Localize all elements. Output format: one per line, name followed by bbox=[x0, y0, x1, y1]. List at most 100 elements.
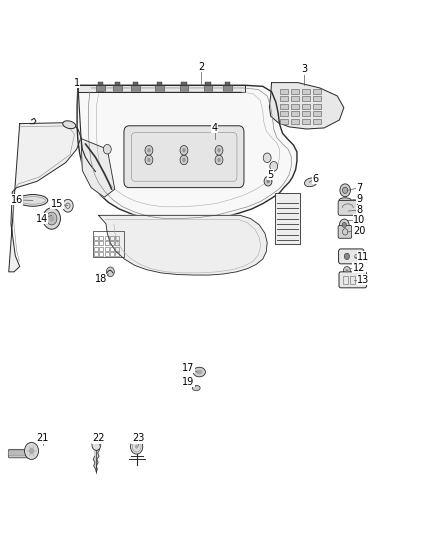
Circle shape bbox=[92, 440, 101, 450]
Ellipse shape bbox=[304, 178, 318, 187]
Polygon shape bbox=[77, 85, 297, 222]
Bar bbox=[280, 111, 288, 116]
Text: 18: 18 bbox=[95, 274, 107, 284]
Polygon shape bbox=[93, 446, 99, 472]
Bar bbox=[110, 241, 114, 245]
Text: 1: 1 bbox=[74, 78, 80, 87]
Bar bbox=[110, 247, 114, 251]
Bar bbox=[313, 119, 321, 124]
Circle shape bbox=[346, 269, 348, 272]
FancyBboxPatch shape bbox=[338, 200, 357, 215]
Text: 6: 6 bbox=[312, 174, 318, 183]
FancyBboxPatch shape bbox=[124, 126, 244, 188]
Bar bbox=[313, 104, 321, 109]
Bar bbox=[99, 236, 103, 240]
Text: 22: 22 bbox=[92, 433, 105, 443]
Bar bbox=[110, 252, 114, 256]
Ellipse shape bbox=[192, 385, 200, 391]
Text: 10: 10 bbox=[353, 215, 365, 224]
Bar bbox=[291, 111, 299, 116]
Text: 4: 4 bbox=[212, 123, 218, 133]
Bar bbox=[94, 252, 98, 256]
Bar bbox=[350, 276, 355, 284]
Text: 19: 19 bbox=[182, 377, 194, 386]
Circle shape bbox=[217, 148, 221, 152]
Bar bbox=[105, 247, 109, 251]
Circle shape bbox=[103, 144, 111, 154]
Circle shape bbox=[339, 219, 349, 231]
Ellipse shape bbox=[193, 367, 205, 377]
Bar bbox=[115, 82, 120, 85]
Text: 17: 17 bbox=[182, 363, 194, 373]
Circle shape bbox=[147, 148, 151, 152]
Text: 5: 5 bbox=[268, 170, 274, 180]
Text: 16: 16 bbox=[11, 195, 23, 205]
Bar bbox=[94, 241, 98, 245]
Bar bbox=[280, 96, 288, 101]
Circle shape bbox=[270, 161, 278, 171]
Text: 3: 3 bbox=[301, 64, 307, 74]
Ellipse shape bbox=[339, 198, 351, 203]
Circle shape bbox=[340, 184, 350, 197]
Circle shape bbox=[147, 158, 151, 162]
Bar bbox=[115, 247, 119, 251]
Bar bbox=[280, 119, 288, 124]
Circle shape bbox=[355, 254, 358, 259]
Circle shape bbox=[344, 253, 350, 260]
Text: 20: 20 bbox=[353, 226, 365, 236]
Bar bbox=[99, 252, 103, 256]
FancyBboxPatch shape bbox=[339, 272, 367, 288]
Circle shape bbox=[46, 212, 57, 225]
Circle shape bbox=[342, 222, 346, 228]
Bar bbox=[98, 82, 103, 85]
Text: 7: 7 bbox=[356, 183, 362, 192]
Bar bbox=[302, 111, 310, 116]
Circle shape bbox=[25, 442, 39, 459]
Bar bbox=[225, 82, 230, 85]
Bar bbox=[280, 104, 288, 109]
Ellipse shape bbox=[63, 121, 76, 128]
Circle shape bbox=[266, 179, 270, 183]
Circle shape bbox=[182, 158, 186, 162]
Circle shape bbox=[131, 439, 143, 454]
Bar bbox=[357, 276, 362, 284]
Bar bbox=[155, 85, 164, 91]
FancyBboxPatch shape bbox=[339, 249, 364, 264]
Bar bbox=[115, 241, 119, 245]
Bar bbox=[110, 236, 114, 240]
Circle shape bbox=[182, 148, 186, 152]
Circle shape bbox=[43, 208, 60, 229]
Bar bbox=[313, 96, 321, 101]
Ellipse shape bbox=[18, 195, 48, 206]
FancyBboxPatch shape bbox=[9, 450, 28, 456]
Polygon shape bbox=[269, 83, 344, 129]
FancyBboxPatch shape bbox=[8, 449, 35, 458]
Circle shape bbox=[343, 187, 348, 193]
Bar bbox=[93, 231, 124, 257]
Bar bbox=[313, 111, 321, 116]
Circle shape bbox=[135, 445, 138, 449]
Text: 14: 14 bbox=[35, 214, 48, 223]
Bar bbox=[302, 119, 310, 124]
Circle shape bbox=[63, 199, 73, 212]
Text: 13: 13 bbox=[357, 275, 370, 285]
Bar bbox=[204, 85, 212, 91]
Text: 23: 23 bbox=[132, 433, 144, 443]
Circle shape bbox=[106, 267, 114, 277]
Circle shape bbox=[145, 146, 153, 155]
Bar bbox=[302, 104, 310, 109]
Bar bbox=[94, 236, 98, 240]
Bar bbox=[343, 276, 348, 284]
Text: 2: 2 bbox=[198, 62, 205, 71]
Circle shape bbox=[264, 176, 272, 186]
Circle shape bbox=[215, 155, 223, 165]
Circle shape bbox=[29, 448, 34, 454]
Bar bbox=[99, 247, 103, 251]
Bar bbox=[94, 247, 98, 251]
Text: 11: 11 bbox=[357, 252, 370, 262]
Bar bbox=[157, 82, 162, 85]
Bar bbox=[113, 85, 122, 91]
Bar bbox=[180, 85, 188, 91]
Bar bbox=[105, 252, 109, 256]
Text: 8: 8 bbox=[356, 205, 362, 215]
